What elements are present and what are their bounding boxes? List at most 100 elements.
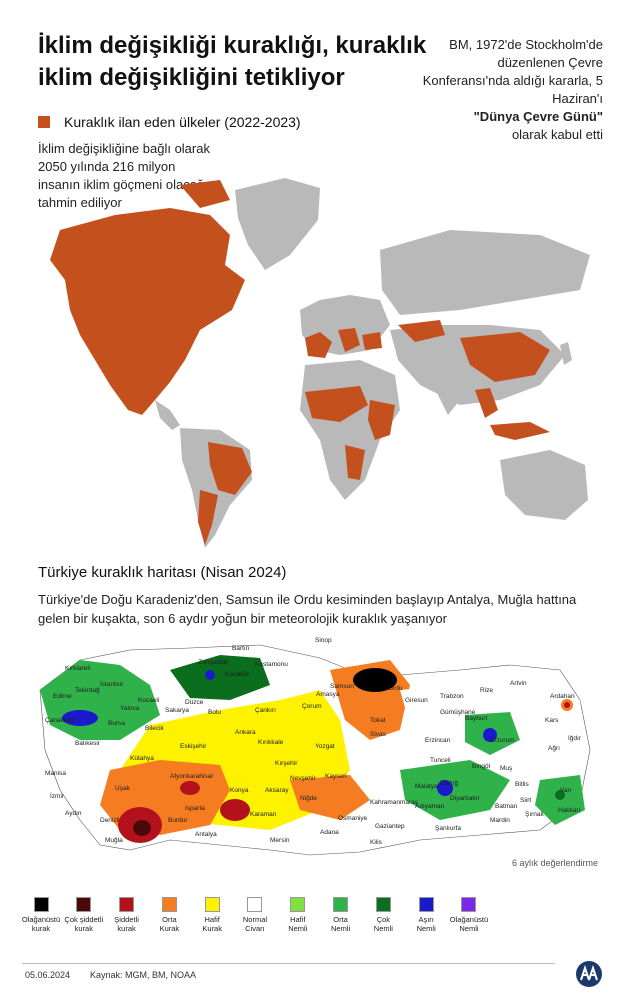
scale-label: Olağanüstü Nemli xyxy=(449,915,489,933)
brazil xyxy=(208,442,252,495)
environment-day-bold: "Dünya Çevre Günü" xyxy=(473,109,603,124)
scale-label: Normal Civarı xyxy=(242,915,268,933)
italy-balkans xyxy=(338,328,360,352)
scale-label: Çok Nemli xyxy=(373,915,393,933)
city-label: Tunceli xyxy=(430,757,451,764)
australia xyxy=(500,450,588,520)
city-label: İzmir xyxy=(50,791,65,800)
china xyxy=(460,332,550,382)
city-label: Osmaniye xyxy=(338,815,368,822)
city-label: Kırıkkale xyxy=(258,739,284,746)
city-label: Kilis xyxy=(370,839,383,846)
city-label: Manisa xyxy=(45,770,66,777)
scale-label: Olağanüstü kurak xyxy=(21,915,61,933)
scale-item: Şiddetli kurak xyxy=(106,897,148,933)
city-label: Ankara xyxy=(235,729,256,736)
western-blacksea-humid xyxy=(170,655,270,700)
city-label: Samsun xyxy=(330,683,354,690)
scale-swatch xyxy=(161,897,177,912)
city-label: Artvin xyxy=(510,680,527,687)
city-label: Van xyxy=(560,787,571,794)
scale-label: Hafif Nemli xyxy=(288,915,308,933)
city-label: Antalya xyxy=(195,831,217,838)
city-label: Edirne xyxy=(53,693,72,700)
city-label: Çorum xyxy=(302,703,322,710)
scale-label: Şiddetli kurak xyxy=(114,915,139,933)
scale-label: Hafif Kurak xyxy=(202,915,222,933)
japan xyxy=(560,342,572,365)
city-label: Elazığ xyxy=(440,780,458,787)
scale-label: Çok şiddetli kurak xyxy=(64,915,104,933)
iberia-france xyxy=(305,332,332,358)
city-label: Kahramanmaraş xyxy=(370,799,419,806)
city-label: Aydın xyxy=(65,810,82,817)
city-label: Muş xyxy=(500,765,513,772)
city-label: Adıyaman xyxy=(415,803,445,810)
city-label: Tokat xyxy=(370,717,386,724)
drought-legend-label: Kuraklık ilan eden ülkeler (2022-2023) xyxy=(64,114,301,130)
scale-item: Çok şiddetli kurak xyxy=(63,897,105,933)
scale-item: Çok Nemli xyxy=(362,897,404,933)
turkey-section-title: Türkiye kuraklık haritası (Nisan 2024) xyxy=(38,564,287,581)
city-label: Zonguldak xyxy=(198,659,229,666)
world-drought-map xyxy=(50,178,590,548)
city-label: Karabük xyxy=(225,671,250,678)
city-label: Kocaeli xyxy=(138,697,159,704)
afyon-severe-drought xyxy=(180,781,200,795)
city-label: Niğde xyxy=(300,795,317,802)
ardahan-severe-spot xyxy=(564,702,570,708)
drought-legend: Kuraklık ilan eden ülkeler (2022-2023) xyxy=(38,114,301,130)
zonguldak-humid-spot xyxy=(205,670,215,680)
city-label: Kütahya xyxy=(130,755,154,762)
city-label: Trabzon xyxy=(440,693,464,700)
city-label: Kırşehir xyxy=(275,760,298,767)
scale-swatch xyxy=(247,897,263,912)
greenland xyxy=(235,178,320,270)
scale-item: Aşırı Nemli xyxy=(405,897,447,933)
environment-day-note: BM, 1972'de Stockholm'de düzenlenen Çevr… xyxy=(413,36,603,144)
city-label: Erzincan xyxy=(425,737,451,744)
scale-swatch xyxy=(461,897,477,912)
southeast-asia xyxy=(475,388,498,418)
drought-scale-legend: Olağanüstü kurak Çok şiddetli kurak Şiddet… xyxy=(20,897,490,933)
aa-logo-icon xyxy=(576,961,602,987)
city-label: Siirt xyxy=(520,797,531,804)
city-label: Bartın xyxy=(232,645,250,652)
central-america xyxy=(155,400,180,430)
scale-item: Olağanüstü kurak xyxy=(20,897,62,933)
city-label: Adana xyxy=(320,829,339,836)
city-label: Bayburt xyxy=(465,715,488,722)
city-label: Amasya xyxy=(316,691,340,698)
city-label: Balıkesir xyxy=(75,740,101,747)
city-label: Uşak xyxy=(115,785,131,792)
drought-swatch xyxy=(38,116,50,128)
scale-item: Hafif Kurak xyxy=(191,897,233,933)
footer-divider xyxy=(22,963,555,964)
city-label: Şanlıurfa xyxy=(435,825,461,832)
scale-item: Normal Civarı xyxy=(234,897,276,933)
city-label: İstanbul xyxy=(100,679,123,688)
city-label: Sakarya xyxy=(165,707,189,714)
city-label: Şırnak xyxy=(525,811,545,818)
city-label: Ardahan xyxy=(550,693,575,700)
city-label: Kırklareli xyxy=(65,665,90,672)
city-label: Bilecik xyxy=(145,725,165,732)
russia xyxy=(380,230,590,315)
city-label: Denizli xyxy=(100,817,120,824)
city-label: Bingöl xyxy=(472,763,491,770)
city-label: Nevşehir xyxy=(290,775,316,782)
city-label: Isparta xyxy=(185,805,205,812)
scale-label: Orta Kurak xyxy=(159,915,180,933)
source-text: Kaynak: MGM, BM, NOAA xyxy=(90,970,197,980)
environment-day-after: olarak kabul etti xyxy=(511,127,603,142)
turkey-drought-map: Sinop Bartın Zonguldak Kastamonu Karabük… xyxy=(39,637,591,856)
city-label: Aksaray xyxy=(265,787,289,794)
scale-label: Aşırı Nemli xyxy=(416,915,436,933)
city-label: Bitlis xyxy=(515,781,529,788)
city-label: Ordu xyxy=(388,685,403,692)
southeast-humid xyxy=(400,760,510,820)
scale-item: Hafif Nemli xyxy=(277,897,319,933)
city-label: Bolu xyxy=(208,709,221,716)
city-label: Hakkari xyxy=(558,807,580,814)
scale-item: Olağanüstü Nemli xyxy=(448,897,490,933)
